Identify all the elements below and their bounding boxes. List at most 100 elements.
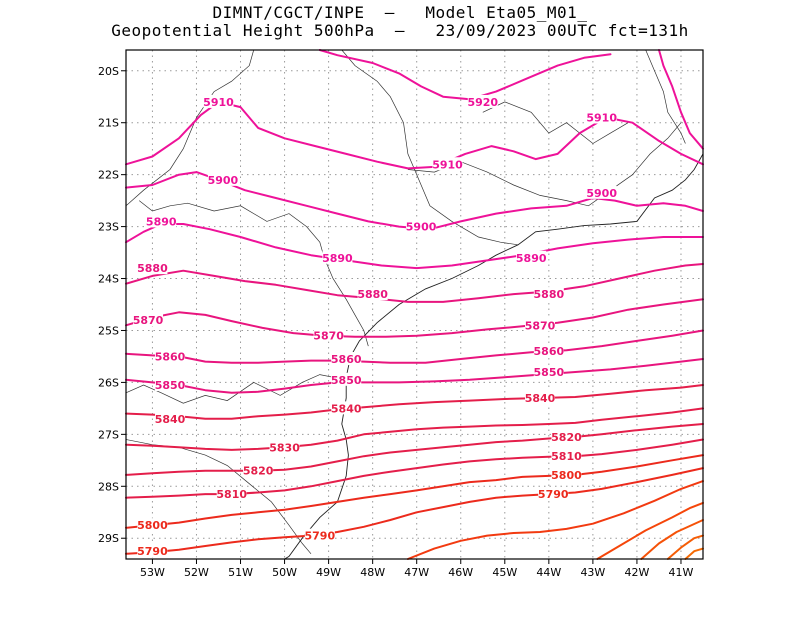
contour-label-bg xyxy=(406,219,437,233)
lon-tick-label: 48W xyxy=(360,566,385,579)
contour-label: 5800 xyxy=(551,469,582,482)
title-line-2: Geopotential Height 500hPa – 23/09/2023 … xyxy=(111,21,689,40)
contour-label: 5860 xyxy=(534,345,565,358)
plot-background xyxy=(126,50,703,559)
lon-tick-label: 53W xyxy=(140,566,165,579)
lat-tick-label: 26S xyxy=(98,376,119,389)
contour-5920 xyxy=(658,49,704,150)
contour-label: 5850 xyxy=(155,379,186,392)
lon-tick-label: 47W xyxy=(404,566,429,579)
lat-tick-label: 23S xyxy=(98,221,119,234)
contour-label-bg xyxy=(133,313,164,327)
contour-label-bg xyxy=(304,528,335,542)
contour-label-bg xyxy=(533,344,564,358)
contour-label-bg xyxy=(216,487,247,501)
contour-5790 xyxy=(125,467,704,555)
contour-label-bg xyxy=(313,328,344,342)
contour-5850 xyxy=(125,358,704,394)
contour-label: 5850 xyxy=(534,366,565,379)
contour-label: 5910 xyxy=(203,96,234,109)
contour-labels: 5920 5910 5910 5910 5900 5900 5900 5890 5890 5890… xyxy=(133,94,617,558)
lon-tick-label: 45W xyxy=(492,566,517,579)
contour-label: 5840 xyxy=(525,392,556,405)
lat-tick-label: 27S xyxy=(98,428,119,441)
contour-label: 5890 xyxy=(322,252,353,265)
state-boundary xyxy=(482,101,629,144)
contour-label: 5820 xyxy=(551,431,582,444)
contour-label-bg xyxy=(243,463,274,477)
state-boundary xyxy=(645,49,686,144)
contour-label: 5840 xyxy=(331,402,362,415)
contour-label: 5860 xyxy=(155,350,186,363)
contour-5840 xyxy=(125,384,704,420)
axis-ticks: 53W 52W 51W 50W 49W 48W 47W 46W 45W 44W 43W 42W 41W 2… xyxy=(98,65,694,579)
contour-label: 5790 xyxy=(538,488,569,501)
contour-label-bg xyxy=(146,214,177,228)
lon-tick-label: 43W xyxy=(580,566,605,579)
contour-label-bg xyxy=(357,287,388,301)
contour-label: 5820 xyxy=(243,465,274,478)
lat-tick-label: 24S xyxy=(98,273,119,286)
contour-label-bg xyxy=(551,467,582,481)
contour-label: 5870 xyxy=(133,314,164,327)
contour-lines xyxy=(125,49,704,560)
title-line-1: DIMNT/CGCT/INPE – Model Eta05_M01_ xyxy=(212,3,588,22)
contour-label: 5910 xyxy=(586,112,617,125)
lon-tick-label: 50W xyxy=(272,566,297,579)
contour-5830 xyxy=(125,407,704,451)
contour-5770 xyxy=(596,501,704,560)
contour-label: 5910 xyxy=(432,158,463,171)
lon-tick-label: 52W xyxy=(184,566,209,579)
contour-label: 5900 xyxy=(406,221,437,234)
contour-label: 5830 xyxy=(269,441,300,454)
lat-tick-label: 29S xyxy=(98,532,119,545)
lon-tick-label: 49W xyxy=(316,566,341,579)
state-boundary xyxy=(341,49,519,246)
lat-tick-label: 21S xyxy=(98,117,119,130)
contour-5920 xyxy=(318,49,612,101)
contour-5880 xyxy=(125,263,704,303)
contour-label-bg xyxy=(155,378,186,392)
contour-5740 xyxy=(684,547,704,560)
grid-lines xyxy=(126,50,703,559)
contour-label-bg xyxy=(432,157,463,171)
contour-label-bg xyxy=(331,352,362,366)
contour-label: 5860 xyxy=(331,353,362,366)
contour-label-bg xyxy=(137,518,168,532)
contour-label: 5850 xyxy=(331,374,362,387)
contour-label: 5880 xyxy=(534,288,565,301)
contour-label: 5800 xyxy=(137,519,168,532)
contour-label: 5900 xyxy=(208,174,239,187)
contour-5890 xyxy=(125,223,704,270)
contour-label-bg xyxy=(525,318,556,332)
lat-tick-label: 25S xyxy=(98,324,119,337)
contour-label-bg xyxy=(322,250,353,264)
contour-label-bg xyxy=(137,544,168,558)
lat-tick-label: 28S xyxy=(98,480,119,493)
contour-label: 5790 xyxy=(304,530,335,543)
contour-label-bg xyxy=(551,449,582,463)
contour-5750 xyxy=(666,534,704,560)
lat-tick-label: 20S xyxy=(98,65,119,78)
contour-label-bg xyxy=(538,487,569,501)
contour-5760 xyxy=(640,519,704,560)
plot-frame xyxy=(125,49,704,560)
contour-label: 5880 xyxy=(137,262,168,275)
contour-label: 5810 xyxy=(216,488,247,501)
lon-tick-label: 42W xyxy=(624,566,649,579)
figure-title: DIMNT/CGCT/INPE – Model Eta05_M01_ Geopo… xyxy=(0,4,800,40)
lon-tick-label: 41W xyxy=(669,566,694,579)
contour-label: 5920 xyxy=(467,96,498,109)
contour-label-bg xyxy=(137,261,168,275)
contour-label-bg xyxy=(203,94,234,108)
contour-5820 xyxy=(125,423,704,476)
contour-label-bg xyxy=(207,172,238,186)
contour-5800 xyxy=(125,454,704,529)
contour-5780 xyxy=(406,480,704,560)
state-boundary xyxy=(138,200,369,347)
lon-tick-label: 46W xyxy=(448,566,473,579)
contour-label: 5870 xyxy=(525,319,556,332)
contour-label-bg xyxy=(155,411,186,425)
contour-label: 5840 xyxy=(155,413,186,426)
